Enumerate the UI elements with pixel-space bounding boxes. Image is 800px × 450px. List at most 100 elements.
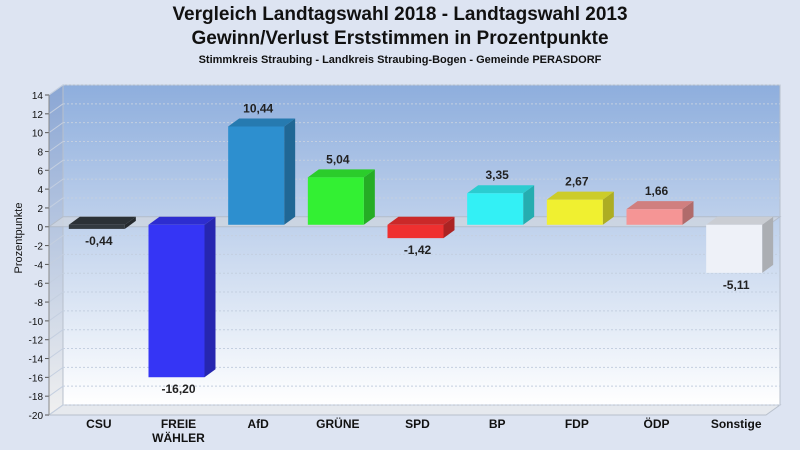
bars — [68, 118, 774, 378]
value-label: 2,67 — [565, 175, 589, 189]
x-tick-label: WÄHLER — [152, 430, 205, 445]
y-tick-label: 6 — [37, 166, 43, 177]
bar-top — [546, 191, 614, 200]
gridline-wall — [48, 122, 64, 134]
value-label: -1,42 — [404, 243, 432, 257]
value-labels: -0,44 -16,20 10,44 5,04 -1,42 3,35 2,67 1,66 -5,… — [85, 102, 750, 397]
bar-side — [602, 191, 614, 225]
x-tick-label: Sonstige — [711, 417, 762, 431]
bar-front — [68, 224, 125, 229]
gridline-wall — [48, 84, 64, 96]
bar-top — [706, 216, 774, 225]
bar-front — [546, 199, 603, 225]
bar — [148, 216, 216, 378]
bar-side — [682, 201, 694, 225]
bar-front — [307, 177, 364, 225]
chart-subtitle: Gewinn/Verlust Erststimmen in Prozentpun… — [191, 28, 609, 49]
gridline-wall — [48, 103, 64, 115]
y-tick-label: 14 — [32, 91, 44, 102]
bar-front — [467, 193, 524, 225]
y-tick-label: -6 — [34, 279, 43, 290]
x-tick-label: FREIE — [161, 417, 196, 431]
gridline-wall — [48, 159, 64, 171]
y-tick-label: -18 — [29, 392, 44, 403]
gridline-wall — [48, 329, 64, 341]
bar-top — [467, 185, 535, 194]
bar-top — [148, 216, 216, 225]
y-tick-label: -16 — [29, 373, 44, 384]
value-label: 10,44 — [243, 102, 273, 116]
y-tick-label: -10 — [29, 317, 44, 328]
y-tick-label: 0 — [37, 223, 43, 234]
value-label: 5,04 — [326, 152, 350, 166]
y-tick-label: -8 — [34, 298, 43, 309]
x-tick-label: FDP — [565, 417, 589, 431]
y-tick-label: 12 — [32, 110, 44, 121]
gridline-wall — [48, 291, 64, 303]
value-label: 3,35 — [485, 168, 509, 182]
gridline-wall — [48, 272, 64, 284]
x-tick-label: ÖDP — [643, 416, 669, 431]
value-label: -0,44 — [85, 234, 113, 248]
y-tick-label: -12 — [29, 336, 44, 347]
bar-front — [706, 224, 763, 273]
gridline-wall — [48, 404, 64, 416]
x-tick-label: GRÜNE — [316, 416, 359, 431]
bar-top — [387, 216, 455, 225]
gridline-wall — [48, 385, 64, 397]
value-label: 1,66 — [645, 184, 669, 198]
bar-top — [68, 216, 136, 225]
bar — [706, 216, 774, 273]
x-tick-label: SPD — [405, 417, 430, 431]
bar-top — [228, 118, 296, 127]
bar-side — [762, 216, 774, 273]
chart-title: Vergleich Landtagswahl 2018 - Landtagswa… — [172, 4, 628, 25]
gridline-wall — [48, 366, 64, 378]
bar — [68, 216, 136, 229]
value-label: -5,11 — [723, 278, 750, 292]
gridline-wall — [48, 141, 64, 152]
value-label: -16,20 — [161, 382, 195, 396]
x-tick-label: BP — [489, 417, 506, 431]
x-tick-label: CSU — [86, 417, 111, 431]
x-tick-label: AfD — [248, 417, 270, 431]
left-wall — [48, 84, 64, 416]
bar-side — [124, 216, 136, 229]
bar-front — [387, 224, 444, 239]
chart-region-label: Stimmkreis Straubing - Landkreis Straubi… — [198, 54, 602, 66]
bar-front — [626, 209, 683, 225]
y-tick-label: 4 — [37, 185, 43, 196]
bar — [626, 201, 694, 225]
y-tick-label: 8 — [37, 147, 43, 158]
bar-side — [443, 216, 455, 239]
bar — [228, 118, 296, 225]
bar — [546, 191, 614, 225]
y-tick-label: -20 — [29, 411, 44, 422]
bar-top — [626, 201, 694, 210]
bar-top — [307, 169, 375, 178]
gridline-wall — [48, 348, 64, 359]
y-tick-label: 2 — [37, 204, 43, 215]
gridline-wall — [48, 197, 64, 209]
bar-side — [523, 185, 535, 225]
bar-front — [228, 126, 285, 225]
bar — [467, 185, 535, 225]
y-axis-label: Prozentpunkte — [13, 203, 25, 274]
gridline-wall — [48, 235, 64, 246]
y-axis-ticks: 14 12 10 8 6 4 2 0 -2 -4 -6 -8 -10 -12 -14 -16 -18 -20 — [29, 91, 50, 422]
y-tick-label: 10 — [32, 129, 44, 140]
gridline-wall — [48, 178, 64, 190]
gridline-wall — [48, 254, 64, 265]
y-tick-label: -2 — [34, 242, 43, 253]
gridline-wall — [48, 310, 64, 322]
y-tick-label: -4 — [34, 260, 43, 271]
bar-side — [363, 169, 375, 225]
bar-front — [148, 224, 205, 378]
bar — [307, 169, 375, 225]
bar — [387, 216, 455, 239]
bar-side — [284, 118, 296, 225]
y-tick-label: -14 — [29, 355, 44, 366]
floor — [47, 404, 782, 416]
